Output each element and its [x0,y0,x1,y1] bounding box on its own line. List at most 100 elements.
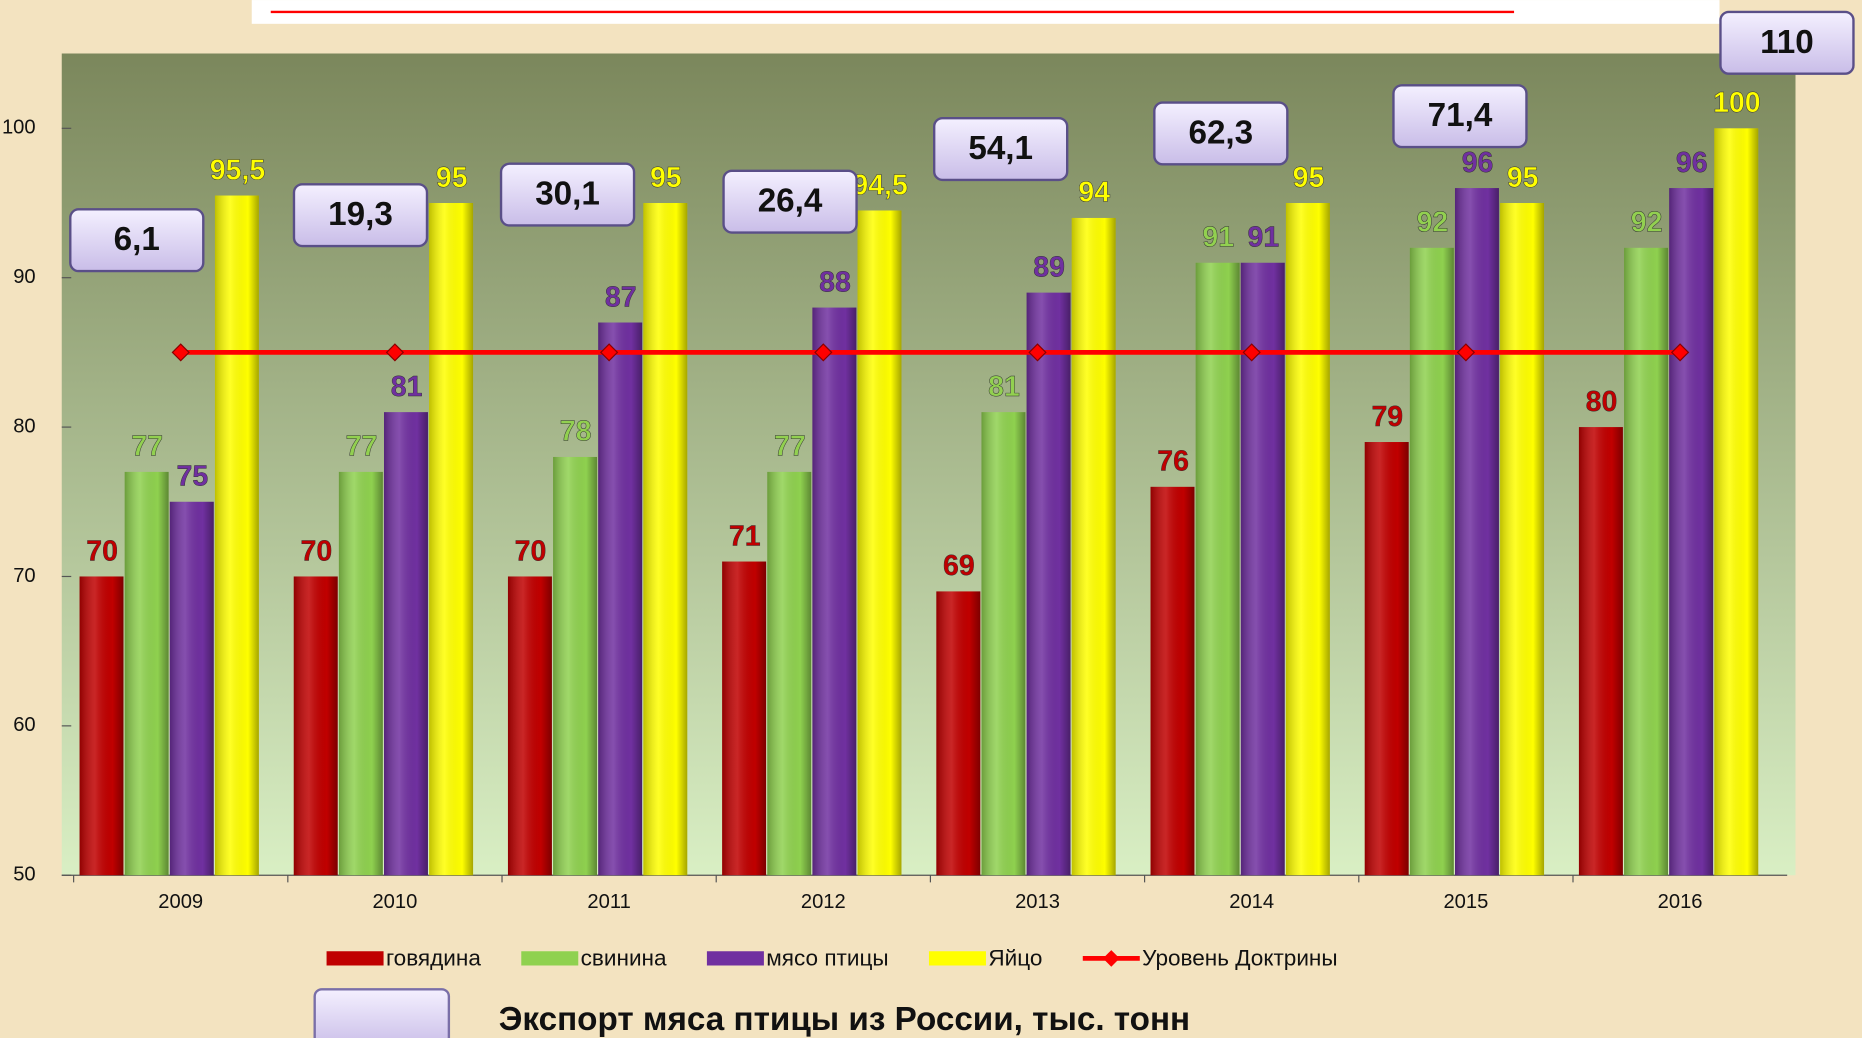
bar-shade [429,203,474,876]
annotation-box [499,162,636,227]
data-label: 77 [346,431,378,463]
data-label: 94 [1078,177,1110,209]
annotation-box [69,208,205,273]
y-tick-label: 100 [2,117,36,139]
data-label: 70 [300,535,332,567]
annotation-label: 19,3 [328,196,393,233]
data-label: 95 [1507,162,1539,194]
bar-shade [553,456,598,876]
bar-shade [384,412,428,876]
legend-label: Уровень Доктрины [1142,946,1337,971]
bar-shade [1364,442,1409,876]
legend-swatch [521,951,579,966]
line-marker [1456,343,1476,362]
data-label: 89 [1033,251,1065,283]
legend-swatch [706,951,764,966]
data-label: 78 [560,416,592,448]
line-marker [599,343,619,362]
data-label: 94,5 [852,169,908,201]
line-marker [1242,343,1261,362]
data-label: 96 [1462,147,1494,179]
x-tick-label: 2013 [1015,891,1060,913]
bar-shade [507,576,552,876]
bar-shade [169,501,214,876]
data-label: 71 [729,520,761,552]
bar-shade [1195,262,1240,876]
annotation-label: 62,3 [1188,114,1253,151]
bar-shade [338,471,383,876]
annotation-box [1719,10,1855,75]
y-tick-label: 80 [13,415,35,437]
data-label: 91 [1248,222,1280,254]
x-tick-label: 2016 [1658,891,1703,913]
annotation-label: 54,1 [968,130,1033,167]
x-tick-label: 2011 [587,891,630,913]
annotation-box [292,183,429,248]
bar-shade [1624,247,1668,876]
y-tick-label: 60 [13,714,35,736]
data-label: 95,5 [210,154,266,186]
data-label: 96 [1676,147,1708,179]
legend-label: Яйцо [988,946,1042,971]
y-tick-label: 50 [13,864,35,886]
bar-shade [812,307,857,876]
bar-shade [643,203,688,876]
line-marker [385,343,405,362]
data-label: 80 [1586,386,1618,418]
bar-shade [1500,203,1545,876]
bar-shade [981,412,1026,876]
annotation-label: 71,4 [1428,97,1493,134]
annotation-title: Экспорт мяса птицы из России, тыс. тонн [499,1001,1190,1038]
annotation-box [1153,101,1289,166]
data-label: 92 [1631,207,1663,239]
x-tick-label: 2015 [1443,891,1488,913]
line-marker [1028,343,1047,362]
data-label: 69 [943,550,975,582]
x-tick-label: 2014 [1229,891,1274,913]
data-label: 79 [1371,401,1403,433]
x-tick-label: 2009 [158,891,203,913]
data-label: 70 [515,535,547,567]
data-label: 100 [1713,87,1761,119]
bar-shade [1578,427,1623,876]
data-label: 95 [650,162,682,194]
data-label: 76 [1157,446,1189,478]
x-tick-label: 2010 [372,891,417,913]
y-tick-label: 90 [13,266,35,288]
data-label: 75 [177,461,209,493]
data-label: 77 [131,431,163,463]
legend-label: свинина [581,946,667,971]
bar-shade [1454,188,1499,876]
data-label: 91 [1202,222,1234,254]
annotation-label: 26,4 [758,183,823,220]
annotation-legend-box [313,988,451,1038]
data-label: 77 [774,431,806,463]
data-label: 70 [86,535,118,567]
data-label: 92 [1417,207,1449,239]
legend-label: мясо птицы [766,946,888,971]
data-label: 87 [605,281,637,313]
data-label: 88 [819,266,851,298]
bar-shade [1409,247,1454,876]
bar-shade [598,322,643,876]
bar-shade [857,210,902,876]
bar-shade [936,591,981,876]
annotation-box [1392,84,1528,149]
annotation-label: 6,1 [114,221,160,258]
bar-shade [1071,217,1116,876]
annotation-box [722,169,858,234]
legend-marker [1102,950,1120,967]
bar-shade [293,576,338,876]
bar-shade [1240,262,1285,876]
line-marker [814,343,833,362]
bar-shade [1714,128,1759,876]
data-label: 81 [391,371,423,403]
annotation-label: 30,1 [535,176,600,213]
legend-swatch [928,951,986,966]
legend-label: говядина [386,946,481,971]
bar-shade [767,471,812,876]
line-marker [171,343,190,362]
bar-shade [79,576,124,876]
bar-shade [1669,188,1714,876]
bar-shade [1026,292,1071,876]
